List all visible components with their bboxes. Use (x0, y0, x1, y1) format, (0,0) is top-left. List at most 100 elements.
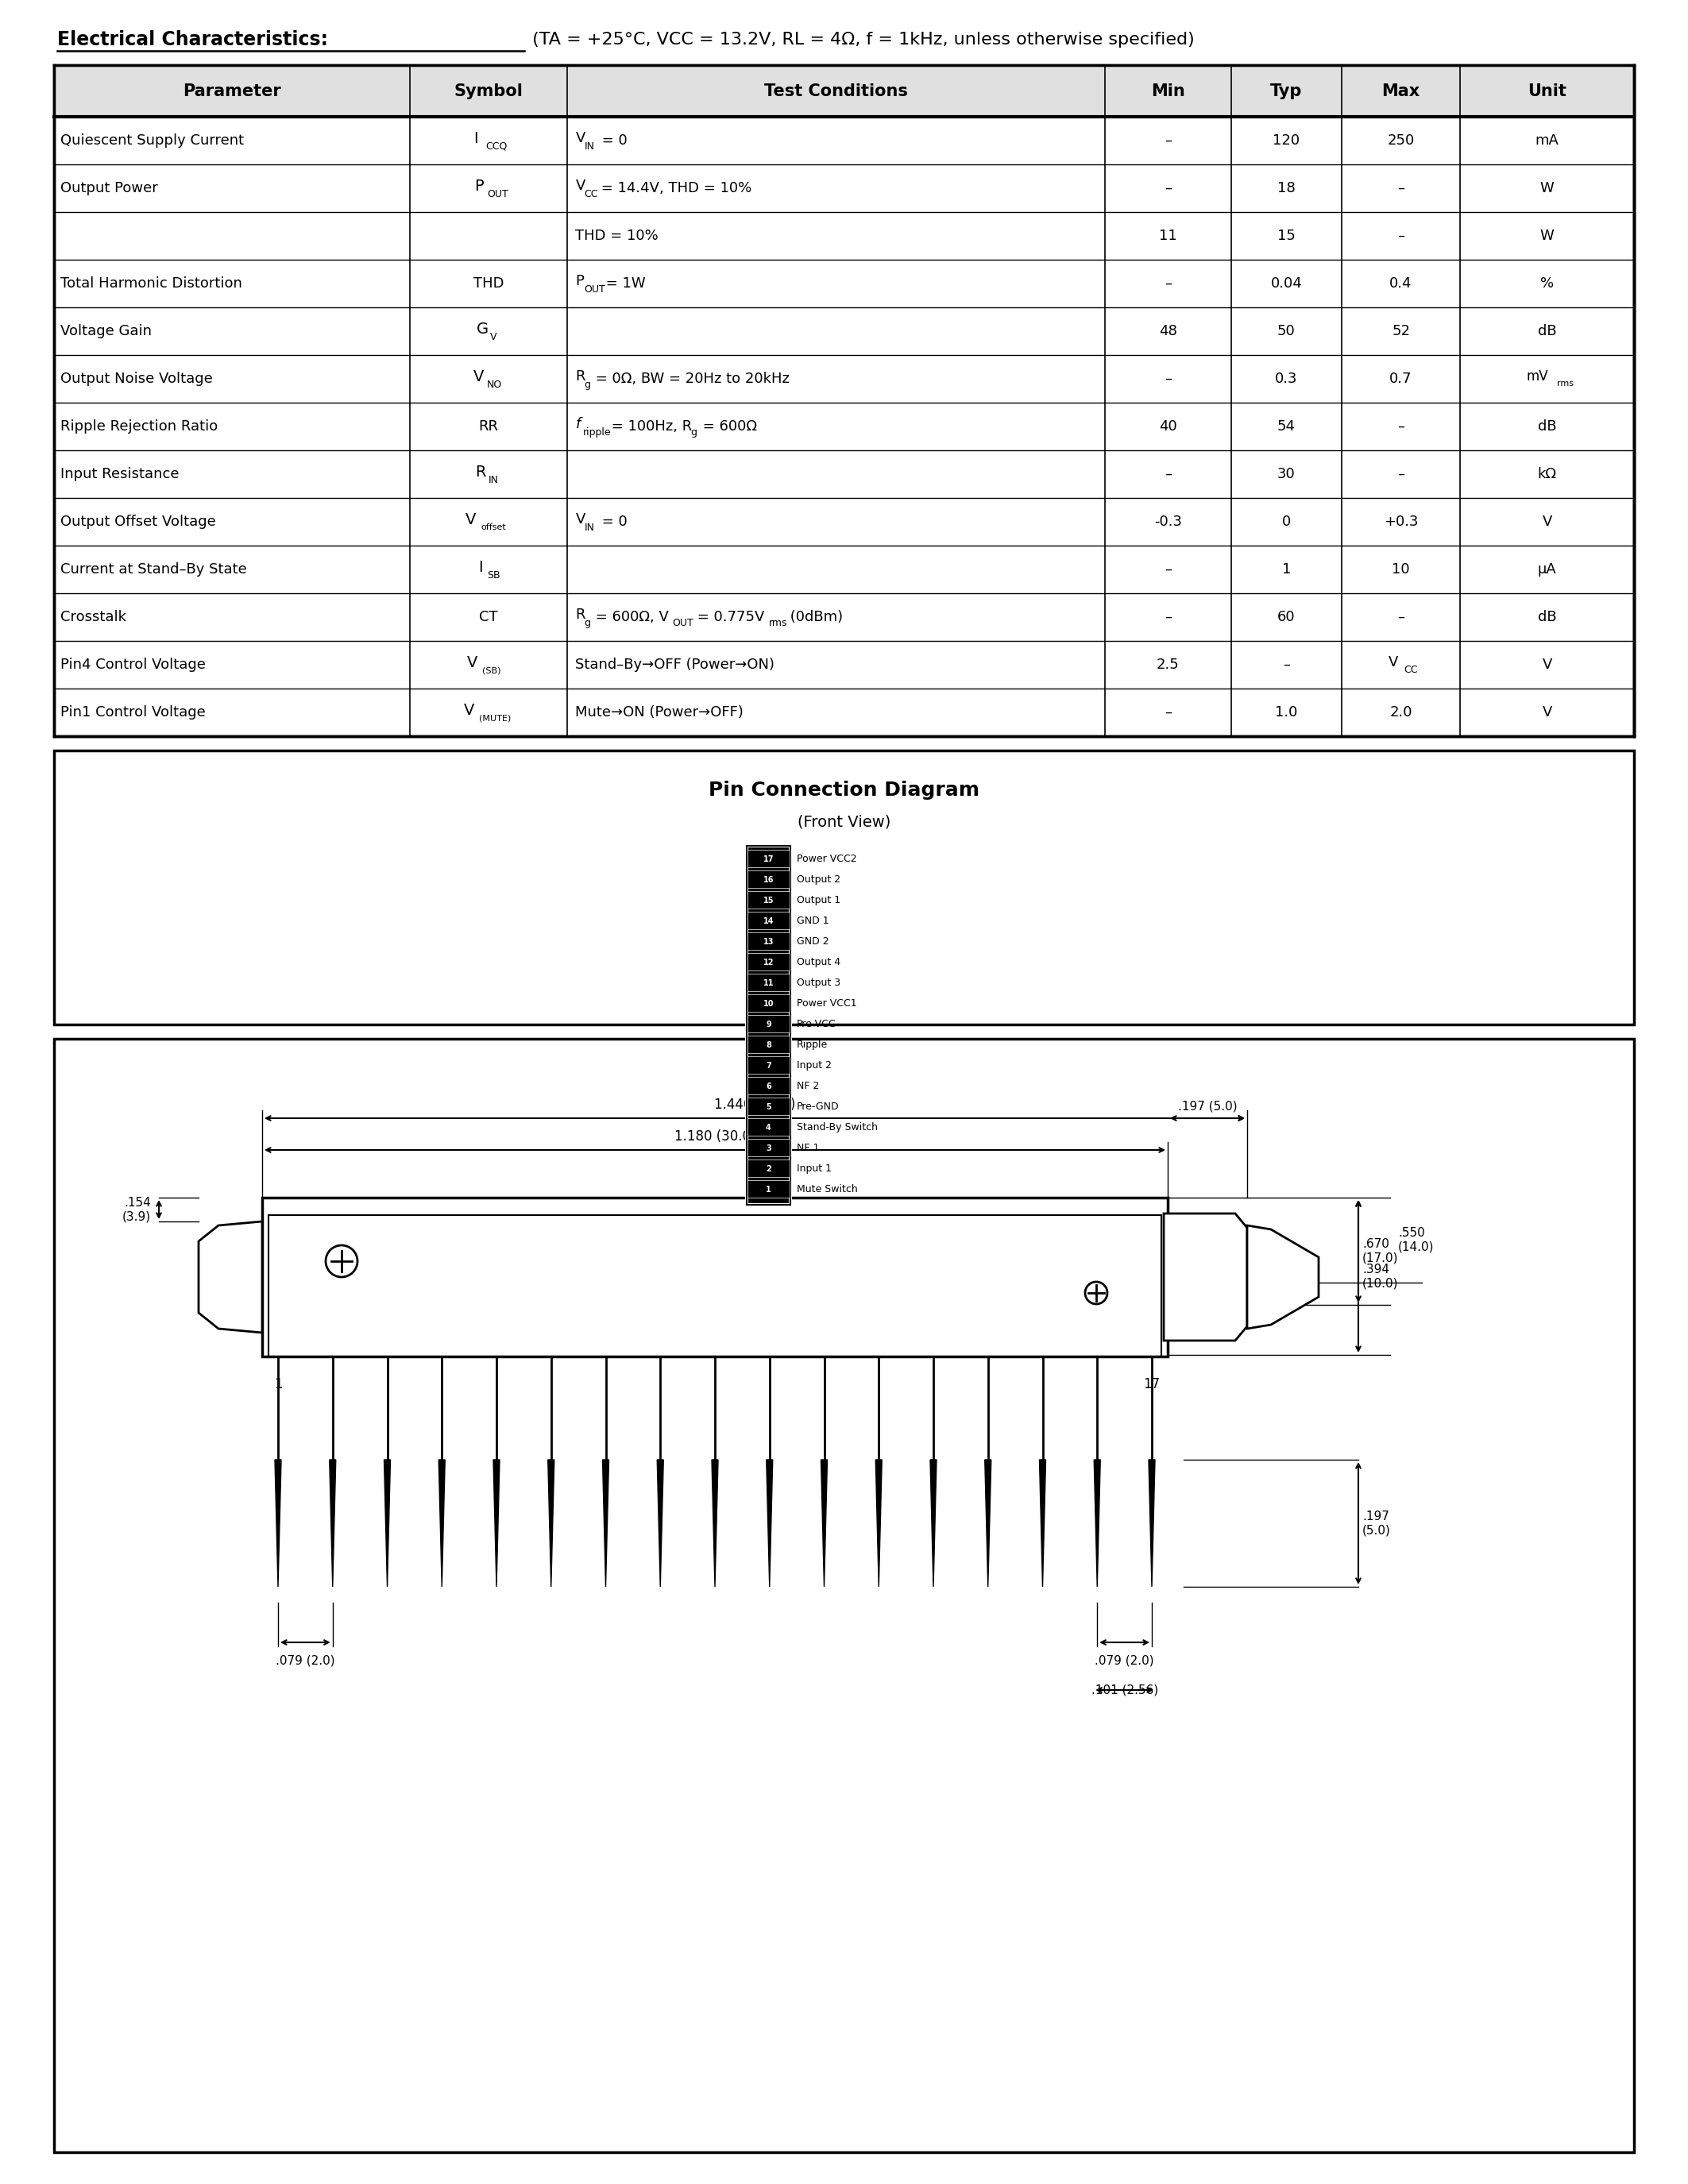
Text: SB: SB (486, 570, 500, 581)
Polygon shape (1148, 1459, 1155, 1588)
Text: 12: 12 (763, 959, 773, 965)
Text: 2.0: 2.0 (1389, 705, 1413, 719)
Text: 0: 0 (1281, 515, 1291, 529)
Text: Pin1 Control Voltage: Pin1 Control Voltage (61, 705, 206, 719)
Bar (54, 1040, 1634, 2151)
Text: RR: RR (479, 419, 498, 435)
Text: 5: 5 (766, 1103, 771, 1112)
Text: g: g (690, 426, 697, 437)
Text: = 0: = 0 (598, 133, 628, 149)
Text: 120: 120 (1273, 133, 1300, 149)
Bar (54, 66, 1634, 736)
Text: V: V (1388, 655, 1398, 670)
Text: 0.4: 0.4 (1389, 277, 1413, 290)
Bar (746, 845, 790, 1206)
Bar (748, 1035, 790, 1053)
Polygon shape (275, 1459, 282, 1588)
Text: Min: Min (1151, 83, 1185, 98)
Text: V: V (1543, 705, 1551, 719)
Text: Crosstalk: Crosstalk (61, 609, 127, 625)
Text: mV: mV (1526, 369, 1548, 384)
Text: 13: 13 (763, 937, 773, 946)
Text: Output Power: Output Power (61, 181, 159, 194)
Polygon shape (876, 1459, 881, 1588)
Text: THD: THD (473, 277, 503, 290)
Text: R: R (576, 607, 586, 622)
Text: +0.3: +0.3 (1384, 515, 1418, 529)
Text: 40: 40 (1160, 419, 1177, 435)
Text: = 600Ω: = 600Ω (699, 419, 758, 435)
Text: V: V (576, 513, 586, 526)
Text: = 0: = 0 (598, 515, 628, 529)
Text: V: V (464, 703, 474, 719)
Text: = 600Ω, V: = 600Ω, V (591, 609, 668, 625)
Text: rms: rms (1556, 380, 1573, 387)
Text: 18: 18 (1278, 181, 1295, 194)
Text: –: – (1165, 705, 1171, 719)
Text: –: – (1165, 561, 1171, 577)
Bar (54, 66, 1634, 116)
Text: CT: CT (479, 609, 498, 625)
Circle shape (1085, 1282, 1107, 1304)
Text: Max: Max (1382, 83, 1420, 98)
Text: 54: 54 (1278, 419, 1295, 435)
Polygon shape (712, 1459, 717, 1588)
Bar (746, 845, 790, 1206)
Text: μA: μA (1538, 561, 1556, 577)
Text: –: – (1165, 133, 1171, 149)
Text: –: – (1165, 467, 1171, 480)
Text: Power VCC2: Power VCC2 (797, 854, 858, 865)
Text: 10: 10 (763, 1000, 773, 1007)
Bar (748, 1099, 790, 1116)
Text: V: V (466, 511, 476, 526)
Text: CCQ: CCQ (486, 142, 506, 151)
Text: 1.0: 1.0 (1274, 705, 1298, 719)
Text: 9: 9 (766, 1020, 771, 1029)
Text: (TA = +25°C, VCC = 13.2V, RL = 4Ω, f = 1kHz, unless otherwise specified): (TA = +25°C, VCC = 13.2V, RL = 4Ω, f = 1… (527, 33, 1195, 48)
Text: Output 4: Output 4 (797, 957, 841, 968)
Bar (748, 1077, 790, 1094)
Text: NF 2: NF 2 (797, 1081, 819, 1092)
Text: Output 3: Output 3 (797, 978, 841, 987)
Text: dB: dB (1538, 609, 1556, 625)
Text: .101 (2.56): .101 (2.56) (1090, 1684, 1158, 1697)
Text: .197
(5.0): .197 (5.0) (1362, 1511, 1391, 1535)
Bar (748, 974, 790, 992)
Polygon shape (603, 1459, 609, 1588)
Text: W: W (1539, 181, 1555, 194)
Text: .197 (5.0): .197 (5.0) (1178, 1101, 1237, 1112)
Text: Mute Switch: Mute Switch (797, 1184, 858, 1195)
Text: ripple: ripple (582, 426, 611, 437)
Text: Quiescent Supply Current: Quiescent Supply Current (61, 133, 245, 149)
Text: Voltage Gain: Voltage Gain (61, 323, 152, 339)
Polygon shape (385, 1459, 390, 1588)
Text: THD = 10%: THD = 10% (576, 229, 658, 242)
Text: offset: offset (481, 524, 506, 531)
Text: IN: IN (584, 142, 594, 151)
Text: V: V (576, 131, 586, 146)
Text: Current at Stand–By State: Current at Stand–By State (61, 561, 246, 577)
Bar (262, 1197, 1168, 1356)
Text: V: V (1543, 515, 1551, 529)
Text: 10: 10 (1393, 561, 1409, 577)
Text: Ripple: Ripple (797, 1040, 827, 1051)
Text: (0dBm): (0dBm) (787, 609, 844, 625)
Text: Stand–By→OFF (Power→ON): Stand–By→OFF (Power→ON) (576, 657, 775, 673)
Text: V: V (576, 179, 586, 192)
Text: R: R (476, 465, 486, 478)
Text: .079 (2.0): .079 (2.0) (275, 1653, 334, 1666)
Text: Input 1: Input 1 (797, 1164, 832, 1173)
Text: Output 1: Output 1 (797, 895, 841, 906)
Text: 7: 7 (766, 1061, 771, 1070)
Text: 15: 15 (1278, 229, 1295, 242)
Bar (748, 850, 790, 867)
Text: dB: dB (1538, 323, 1556, 339)
Text: 1: 1 (273, 1378, 282, 1391)
Text: –: – (1398, 467, 1404, 480)
Text: Typ: Typ (1271, 83, 1303, 98)
Text: Mute→ON (Power→OFF): Mute→ON (Power→OFF) (576, 705, 744, 719)
Text: g: g (584, 618, 591, 627)
Text: Output Offset Voltage: Output Offset Voltage (61, 515, 216, 529)
Text: Input 2: Input 2 (797, 1059, 832, 1070)
Text: OUT: OUT (672, 618, 694, 627)
